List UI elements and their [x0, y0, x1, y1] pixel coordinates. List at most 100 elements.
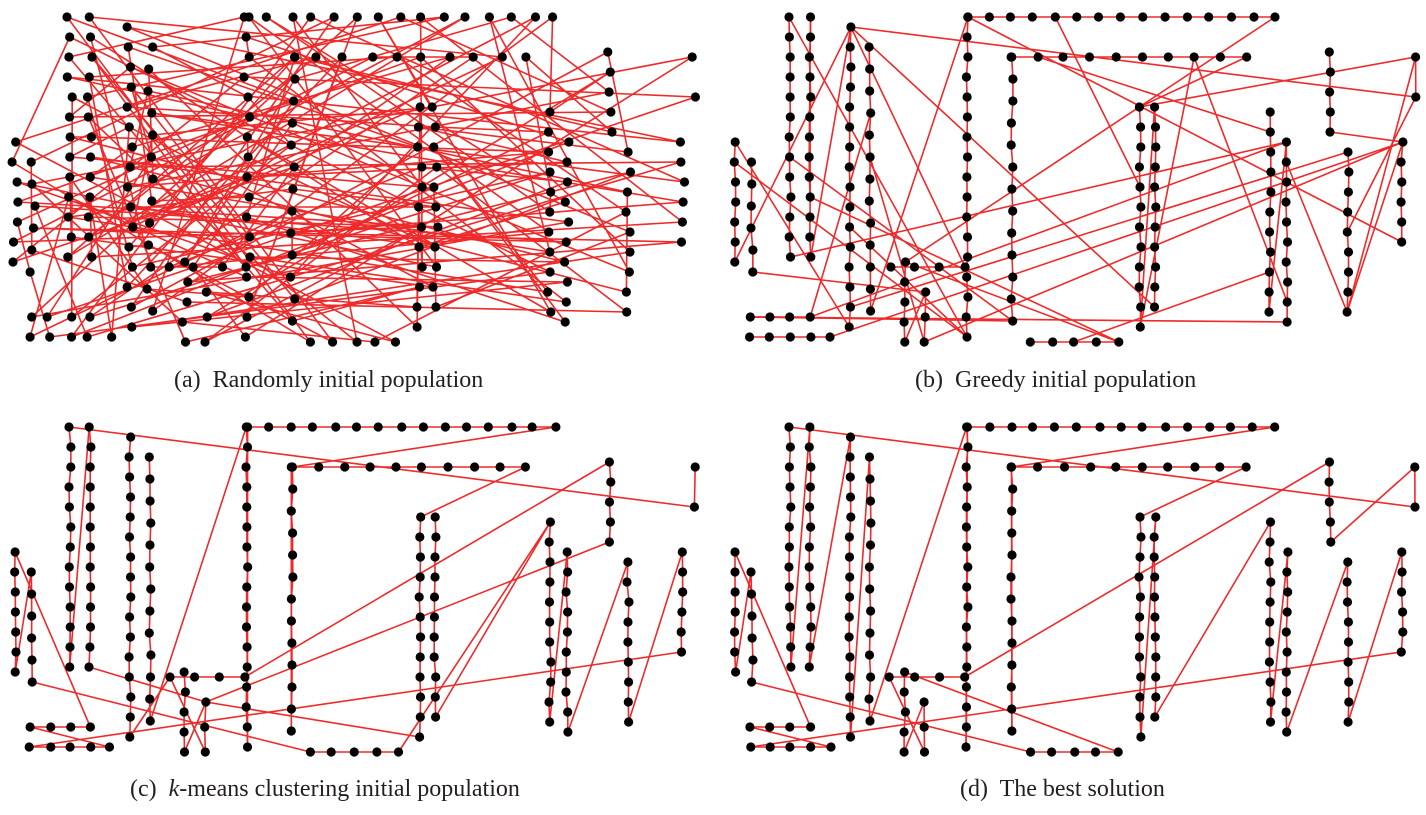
- city-node: [352, 12, 362, 22]
- city-node: [393, 747, 404, 757]
- city-node: [786, 642, 796, 652]
- city-node: [1071, 422, 1081, 432]
- city-node: [415, 102, 425, 112]
- route-edge: [849, 456, 871, 738]
- city-node: [242, 742, 253, 752]
- route-edge: [625, 191, 629, 293]
- city-node: [562, 627, 573, 637]
- city-node: [784, 542, 794, 552]
- city-node: [201, 287, 211, 297]
- route-edge: [1285, 161, 1348, 313]
- city-node: [84, 12, 94, 22]
- city-node: [8, 257, 18, 267]
- city-node: [806, 722, 816, 732]
- city-node: [27, 655, 37, 665]
- city-node: [418, 422, 428, 432]
- route-edge: [66, 16, 294, 102]
- route-edge: [292, 426, 557, 468]
- city-node: [730, 257, 740, 267]
- city-node: [85, 602, 96, 612]
- city-node: [621, 207, 631, 217]
- city-node: [962, 172, 972, 182]
- city-node: [784, 232, 794, 242]
- city-node: [179, 667, 189, 677]
- city-node: [625, 247, 635, 257]
- route-edge: [11, 161, 311, 343]
- route-edge: [904, 291, 927, 343]
- city-node: [1190, 462, 1200, 472]
- city-node: [544, 597, 555, 607]
- city-node: [244, 292, 254, 302]
- city-node: [561, 237, 571, 247]
- city-node: [373, 12, 383, 22]
- city-node: [561, 297, 571, 307]
- city-node: [561, 587, 571, 597]
- route-edge: [397, 521, 552, 753]
- route-edge: [434, 521, 552, 718]
- city-node: [785, 742, 795, 752]
- city-node: [460, 12, 470, 22]
- city-node: [66, 522, 76, 532]
- city-node: [27, 245, 37, 255]
- city-node: [416, 52, 426, 62]
- city-node: [286, 462, 296, 472]
- city-node: [142, 284, 152, 294]
- city-node: [244, 52, 254, 62]
- route-edge: [32, 681, 311, 753]
- route-edge: [67, 76, 250, 118]
- route-edge: [127, 46, 418, 148]
- city-node: [1114, 337, 1124, 347]
- city-node: [1324, 477, 1334, 487]
- city-node: [606, 107, 616, 117]
- city-node: [27, 589, 37, 599]
- city-node: [429, 612, 439, 622]
- city-node: [1007, 422, 1017, 432]
- city-node: [624, 717, 634, 727]
- city-node: [785, 722, 795, 732]
- city-node: [180, 337, 191, 347]
- city-node: [1397, 177, 1407, 187]
- city-node: [86, 152, 96, 162]
- city-node: [845, 672, 855, 682]
- city-node: [65, 602, 75, 612]
- city-node: [805, 582, 815, 592]
- city-node: [372, 747, 382, 757]
- city-node: [349, 747, 359, 757]
- city-node: [1410, 462, 1420, 472]
- city-node: [1093, 12, 1104, 22]
- city-node: [66, 442, 76, 452]
- city-node: [804, 132, 814, 142]
- city-node: [415, 282, 425, 292]
- city-node: [1069, 337, 1079, 347]
- route-edge: [810, 26, 852, 258]
- route-edge: [206, 291, 396, 343]
- city-node: [1343, 247, 1354, 257]
- city-node: [962, 662, 972, 672]
- city-node: [1136, 532, 1146, 542]
- city-node: [242, 212, 252, 222]
- city-node: [625, 227, 635, 237]
- route-edge: [205, 701, 420, 738]
- city-node: [397, 422, 407, 432]
- city-node: [560, 317, 570, 327]
- city-node: [785, 72, 795, 82]
- city-node: [1033, 52, 1043, 62]
- city-node: [689, 502, 700, 512]
- city-node: [127, 322, 137, 332]
- city-node: [287, 660, 297, 670]
- city-node: [340, 462, 350, 472]
- city-node: [785, 442, 795, 452]
- route-edge: [244, 56, 693, 338]
- city-node: [785, 152, 795, 162]
- city-node: [1007, 550, 1017, 560]
- city-node: [804, 542, 814, 552]
- city-node: [844, 612, 854, 622]
- city-node: [202, 312, 212, 322]
- city-node: [865, 240, 875, 250]
- city-node: [866, 306, 876, 316]
- city-node: [125, 632, 135, 642]
- city-node: [242, 272, 252, 282]
- route-edge: [1330, 466, 1416, 543]
- city-node: [144, 452, 154, 462]
- city-node: [1282, 317, 1292, 327]
